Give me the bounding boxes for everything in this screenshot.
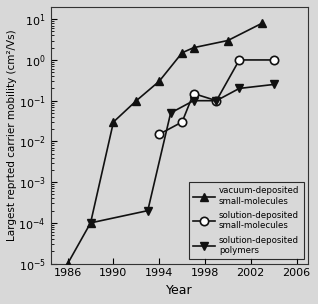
solution-deposited
polymers <box>215 99 218 102</box>
solution-deposited
small-molecules <box>192 92 196 95</box>
solution-deposited
small-molecules <box>272 58 275 62</box>
solution-deposited
polymers <box>192 99 196 102</box>
solution-deposited
polymers <box>146 209 150 212</box>
vacuum-deposited
small-molecules <box>180 51 184 55</box>
X-axis label: Year: Year <box>166 284 193 297</box>
vacuum-deposited
small-molecules <box>89 221 93 225</box>
solution-deposited
small-molecules <box>157 133 161 136</box>
vacuum-deposited
small-molecules <box>226 39 230 42</box>
vacuum-deposited
small-molecules <box>192 46 196 50</box>
vacuum-deposited
small-molecules <box>66 262 70 265</box>
Line: solution-deposited
polymers: solution-deposited polymers <box>87 81 277 227</box>
vacuum-deposited
small-molecules <box>260 21 264 25</box>
solution-deposited
small-molecules <box>238 58 241 62</box>
solution-deposited
small-molecules <box>215 99 218 102</box>
Legend: vacuum-deposited
small-molecules, solution-deposited
small-molecules, solution-d: vacuum-deposited small-molecules, soluti… <box>189 182 304 259</box>
vacuum-deposited
small-molecules <box>112 120 115 124</box>
Line: solution-deposited
small-molecules: solution-deposited small-molecules <box>155 56 278 138</box>
Line: vacuum-deposited
small-molecules: vacuum-deposited small-molecules <box>64 19 266 268</box>
vacuum-deposited
small-molecules <box>157 79 161 83</box>
Y-axis label: Largest reprted carrier mobility (cm²/Vs): Largest reprted carrier mobility (cm²/Vs… <box>7 29 17 241</box>
vacuum-deposited
small-molecules <box>135 99 138 102</box>
solution-deposited
small-molecules <box>180 120 184 124</box>
solution-deposited
polymers <box>272 83 275 86</box>
solution-deposited
polymers <box>169 111 173 115</box>
solution-deposited
polymers <box>238 87 241 90</box>
solution-deposited
polymers <box>89 221 93 225</box>
